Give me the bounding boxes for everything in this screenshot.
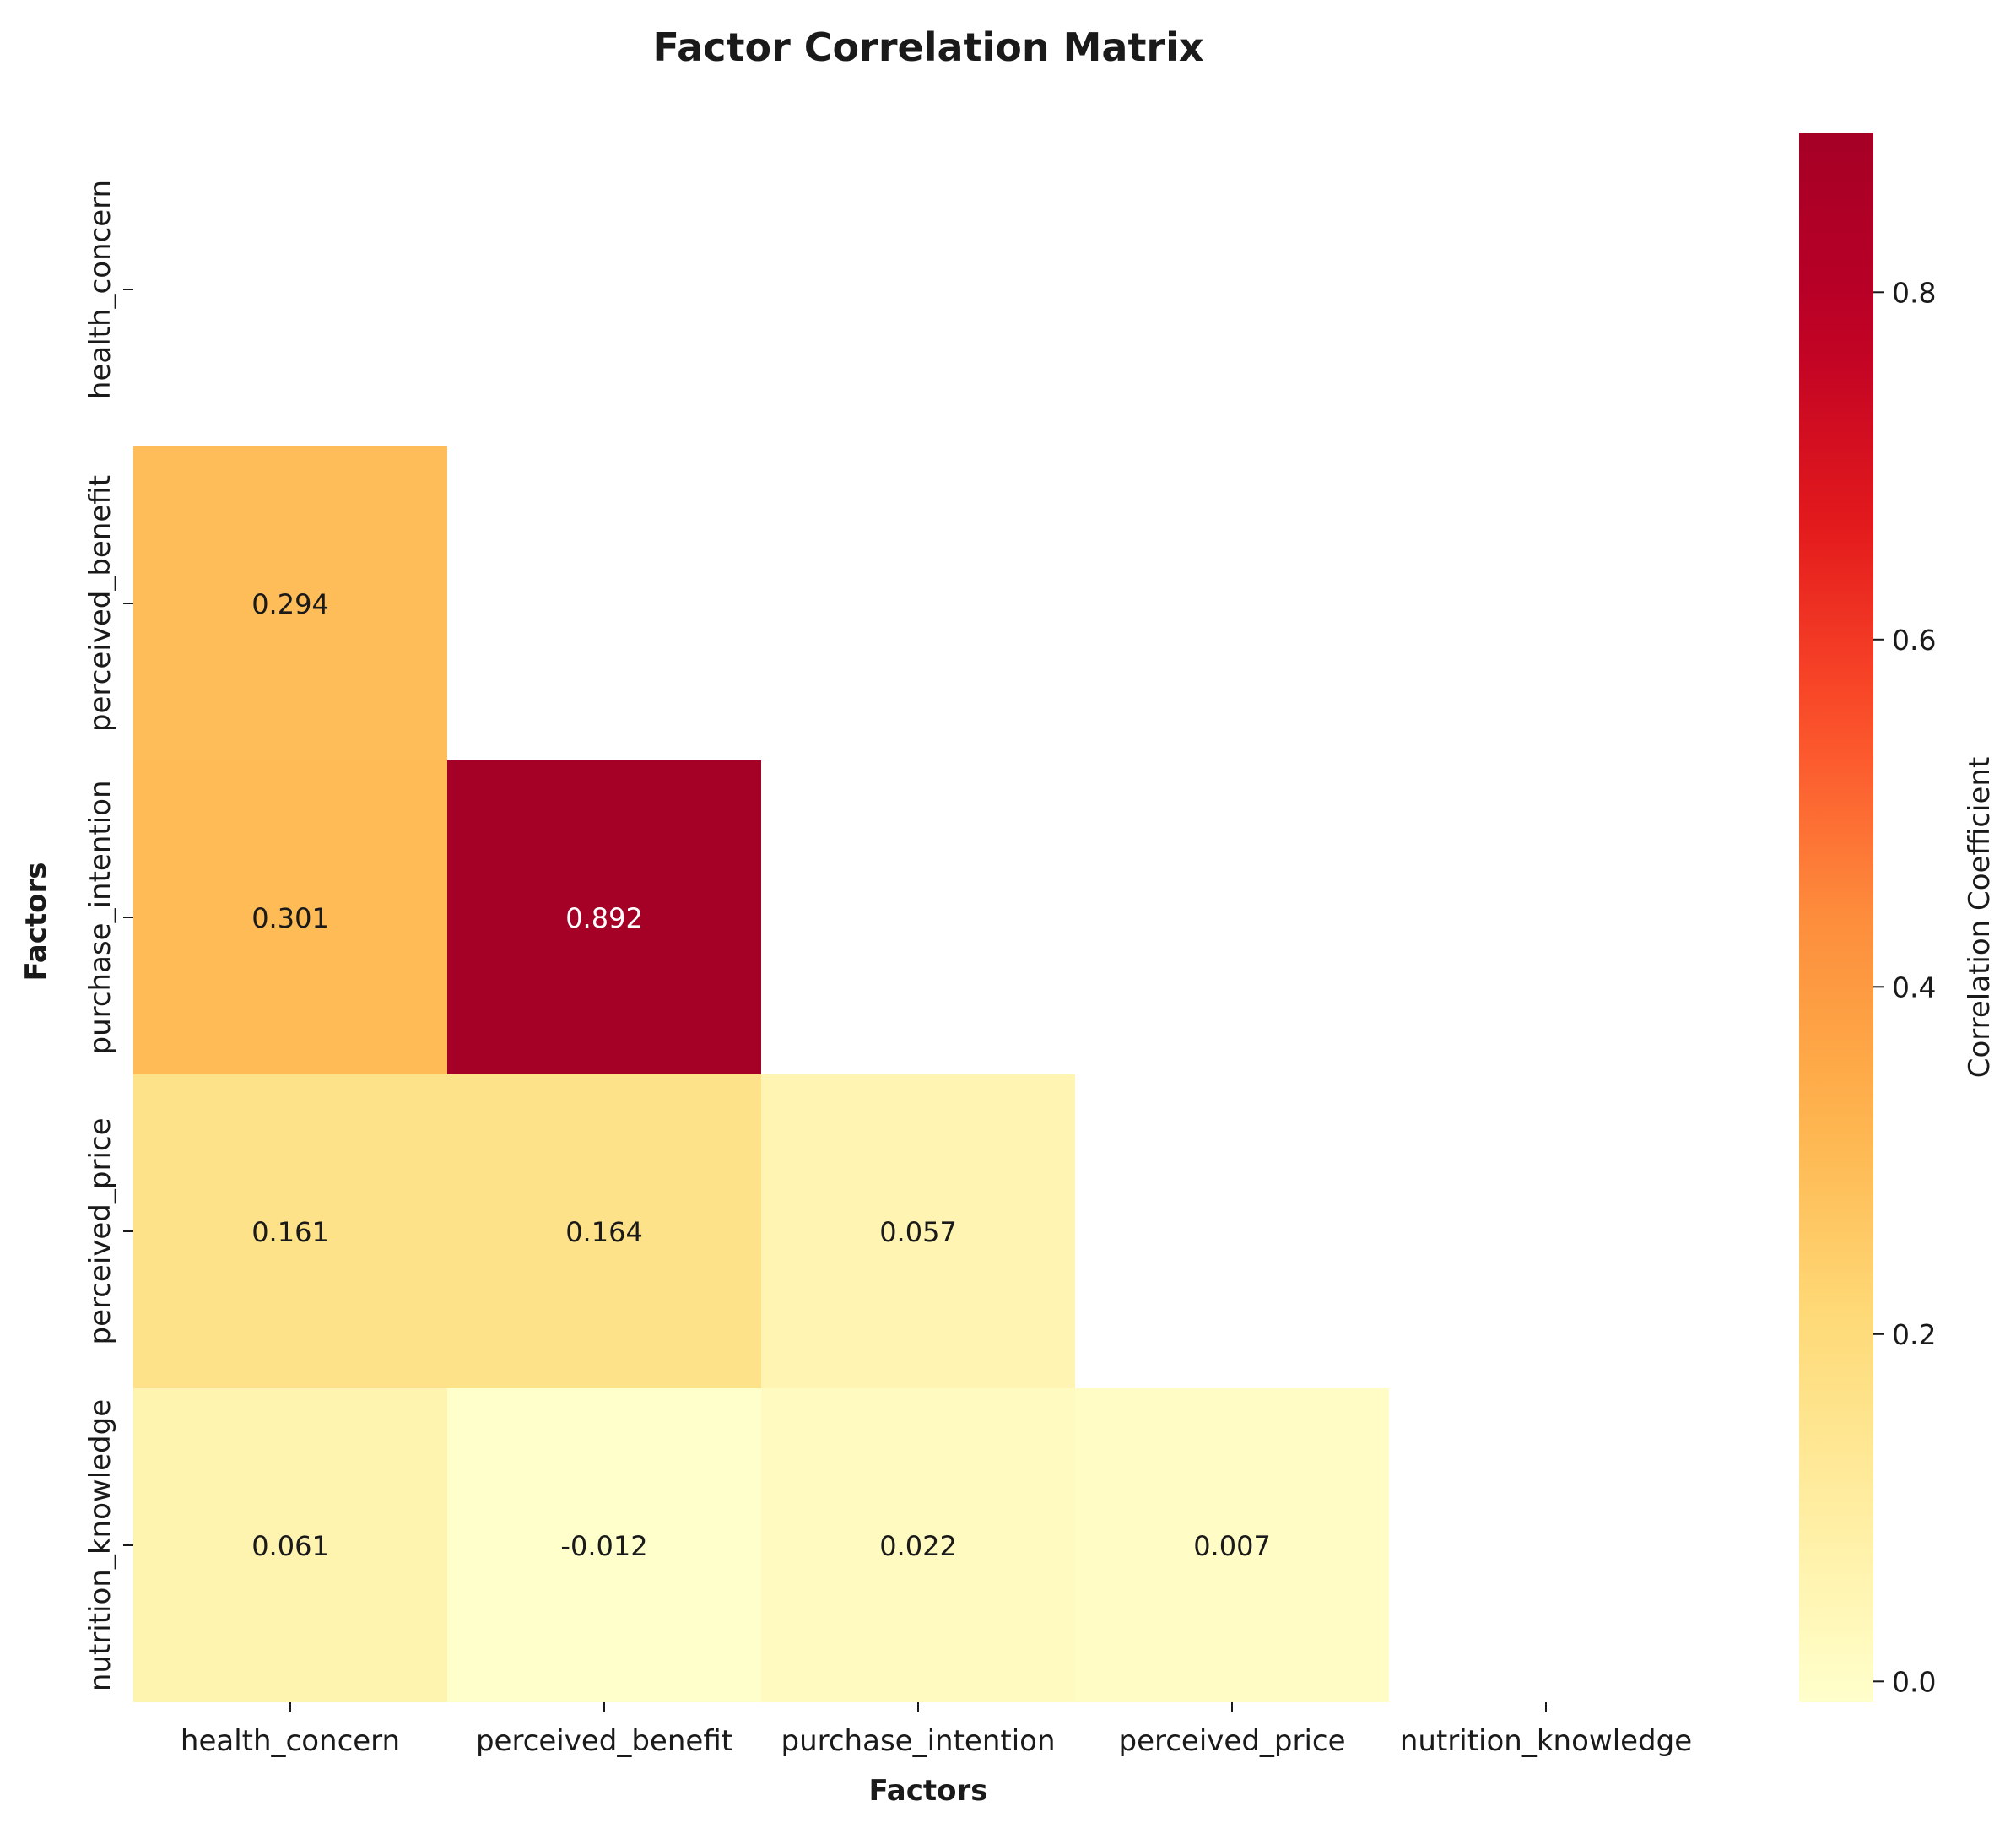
- cell-value-label: 0.061: [251, 1530, 329, 1562]
- heatmap-cells: [133, 446, 1389, 1702]
- cell-value-label: 0.022: [879, 1530, 957, 1562]
- x-axis-title: Factors: [869, 1774, 988, 1808]
- heatmap-cell: [761, 1074, 1075, 1388]
- x-tick-label: health_concern: [181, 1724, 400, 1758]
- heatmap-cell: [447, 1074, 761, 1388]
- heatmap-cell: [133, 1074, 447, 1388]
- cell-value-label: 0.057: [879, 1216, 957, 1248]
- colorbar-ticks: 0.0 0.2 0.4 0.6 0.8: [1873, 276, 1936, 1698]
- x-tick-label: purchase_intention: [781, 1724, 1056, 1758]
- heatmap-cell: [133, 446, 447, 760]
- x-tick-label: perceived_benefit: [476, 1724, 732, 1758]
- y-tick-label: purchase_intention: [84, 781, 117, 1055]
- cell-value-label: 0.892: [565, 902, 643, 934]
- y-axis-ticks: health_concern perceived_benefit purchase_…: [84, 180, 133, 1691]
- cell-value-label: -0.012: [560, 1530, 647, 1562]
- heatmap-cell: [761, 1388, 1075, 1702]
- heatmap-cell: [447, 760, 761, 1074]
- cell-value-label: 0.294: [251, 588, 329, 620]
- y-tick-label: perceived_benefit: [84, 475, 117, 732]
- colorbar-label: Correlation Coefficient: [1963, 757, 1997, 1079]
- colorbar-tick-label: 0.8: [1892, 276, 1936, 309]
- cell-value-label: 0.301: [251, 902, 329, 934]
- heatmap-cell: [447, 1388, 761, 1702]
- colorbar-tick-label: 0.0: [1892, 1665, 1936, 1698]
- x-tick-label: nutrition_knowledge: [1400, 1724, 1692, 1758]
- colorbar-tick-label: 0.2: [1892, 1318, 1936, 1351]
- heatmap-cell: [133, 1388, 447, 1702]
- chart-title: Factor Correlation Matrix: [652, 24, 1203, 70]
- colorbar: [1799, 133, 1873, 1702]
- colorbar-tick-label: 0.6: [1892, 624, 1936, 657]
- y-tick-label: health_concern: [84, 180, 117, 399]
- y-tick-label: perceived_price: [84, 1117, 117, 1344]
- heatmap-cell: [1075, 1388, 1389, 1702]
- cell-value-label: 0.007: [1193, 1530, 1271, 1562]
- heatmap-cell-labels: 0.294 0.301 0.892 0.161 0.164 0.057 0.061 -0.01…: [251, 588, 1271, 1562]
- y-axis-title: Factors: [19, 863, 53, 982]
- x-axis-ticks: health_concern perceived_benefit purchase_…: [181, 1702, 1692, 1758]
- cell-value-label: 0.161: [251, 1216, 329, 1248]
- y-tick-label: nutrition_knowledge: [84, 1399, 117, 1691]
- x-tick-label: perceived_price: [1118, 1724, 1345, 1758]
- colorbar-tick-label: 0.4: [1892, 971, 1936, 1003]
- heatmap-cell: [133, 760, 447, 1074]
- cell-value-label: 0.164: [565, 1216, 643, 1248]
